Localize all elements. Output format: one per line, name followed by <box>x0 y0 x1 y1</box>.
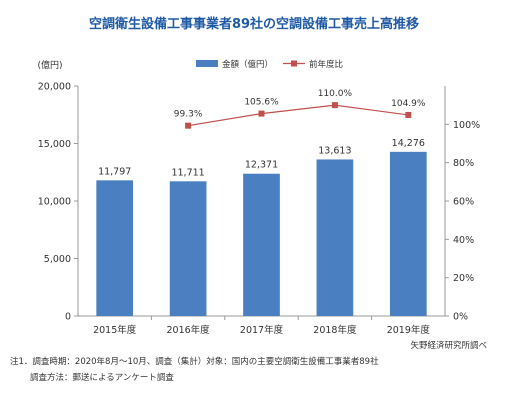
bar-value-label: 14,276 <box>392 138 425 149</box>
y-tick-label: 0 <box>65 312 71 323</box>
chart: 空調衛生設備工事事業者89社の空調設備工事売上高推移 (億円) 金額（億円） 前年… <box>37 16 487 351</box>
ratio-point <box>258 110 265 117</box>
axes: 0 5,000 10,000 15,000 20,000 0% 20% 40% 60% 80% 10… <box>38 82 480 337</box>
bar <box>96 180 134 316</box>
y2-tick-label: 0% <box>453 312 468 323</box>
ratio-point <box>405 111 412 118</box>
legend-line-label: 前年度比 <box>309 59 343 70</box>
y2-tick-label: 60% <box>453 197 474 208</box>
bar-value-label: 11,797 <box>98 166 131 177</box>
legend-bar-label: 金額（億円） <box>222 59 273 70</box>
source-note: 矢野経済研究所調べ <box>410 340 487 351</box>
note-line-1: 注1．調査時期：2020年8月～10月、調査（集計）対象：国内の主要空調衛生設備… <box>10 357 379 367</box>
ratio-point <box>185 122 192 129</box>
notes: 注1．調査時期：2020年8月～10月、調査（集計）対象：国内の主要空調衛生設備… <box>10 354 379 386</box>
ratio-value-label: 110.0% <box>318 89 353 99</box>
ratio-value-label: 105.6% <box>244 98 279 108</box>
x-tick-label: 2017年度 <box>240 324 284 336</box>
y-tick-label: 5,000 <box>44 254 71 265</box>
x-tick-label: 2018年度 <box>313 324 357 336</box>
y-tick-label: 15,000 <box>38 139 71 150</box>
bar-value-label: 11,711 <box>171 167 204 178</box>
bar <box>169 181 207 316</box>
y2-tick-label: 80% <box>453 158 474 169</box>
legend-line-marker <box>291 60 297 67</box>
ratio-line: 99.3% 105.6% 110.0% 104.9% <box>174 89 426 129</box>
bar <box>389 151 427 316</box>
ratio-value-label: 104.9% <box>391 99 426 109</box>
legend-bar-swatch <box>196 60 218 67</box>
y-axis-unit: (億円) <box>37 59 62 71</box>
bar-value-label: 12,371 <box>245 160 278 171</box>
y2-tick-label: 20% <box>453 273 474 284</box>
bar-value-label: 13,613 <box>318 145 351 156</box>
y-tick-label: 10,000 <box>38 197 71 208</box>
y-tick-label: 20,000 <box>38 82 71 93</box>
chart-title: 空調衛生設備工事事業者89社の空調設備工事売上高推移 <box>89 16 419 32</box>
ratio-line-path <box>188 104 409 127</box>
ratio-value-label: 99.3% <box>174 110 203 120</box>
bar <box>243 173 280 316</box>
note-line-2: 調査方法：郵送によるアンケート調査 <box>30 373 174 383</box>
x-tick-label: 2015年度 <box>93 324 137 336</box>
y2-tick-label: 100% <box>453 120 480 131</box>
bar <box>316 159 354 316</box>
bars: 11,797 11,711 12,371 13,613 14,276 <box>96 138 427 316</box>
legend: 金額（億円） 前年度比 <box>196 59 343 70</box>
y2-tick-label: 40% <box>453 235 474 246</box>
ratio-point <box>331 102 338 109</box>
x-tick-label: 2019年度 <box>387 324 431 336</box>
x-tick-label: 2016年度 <box>167 324 211 336</box>
